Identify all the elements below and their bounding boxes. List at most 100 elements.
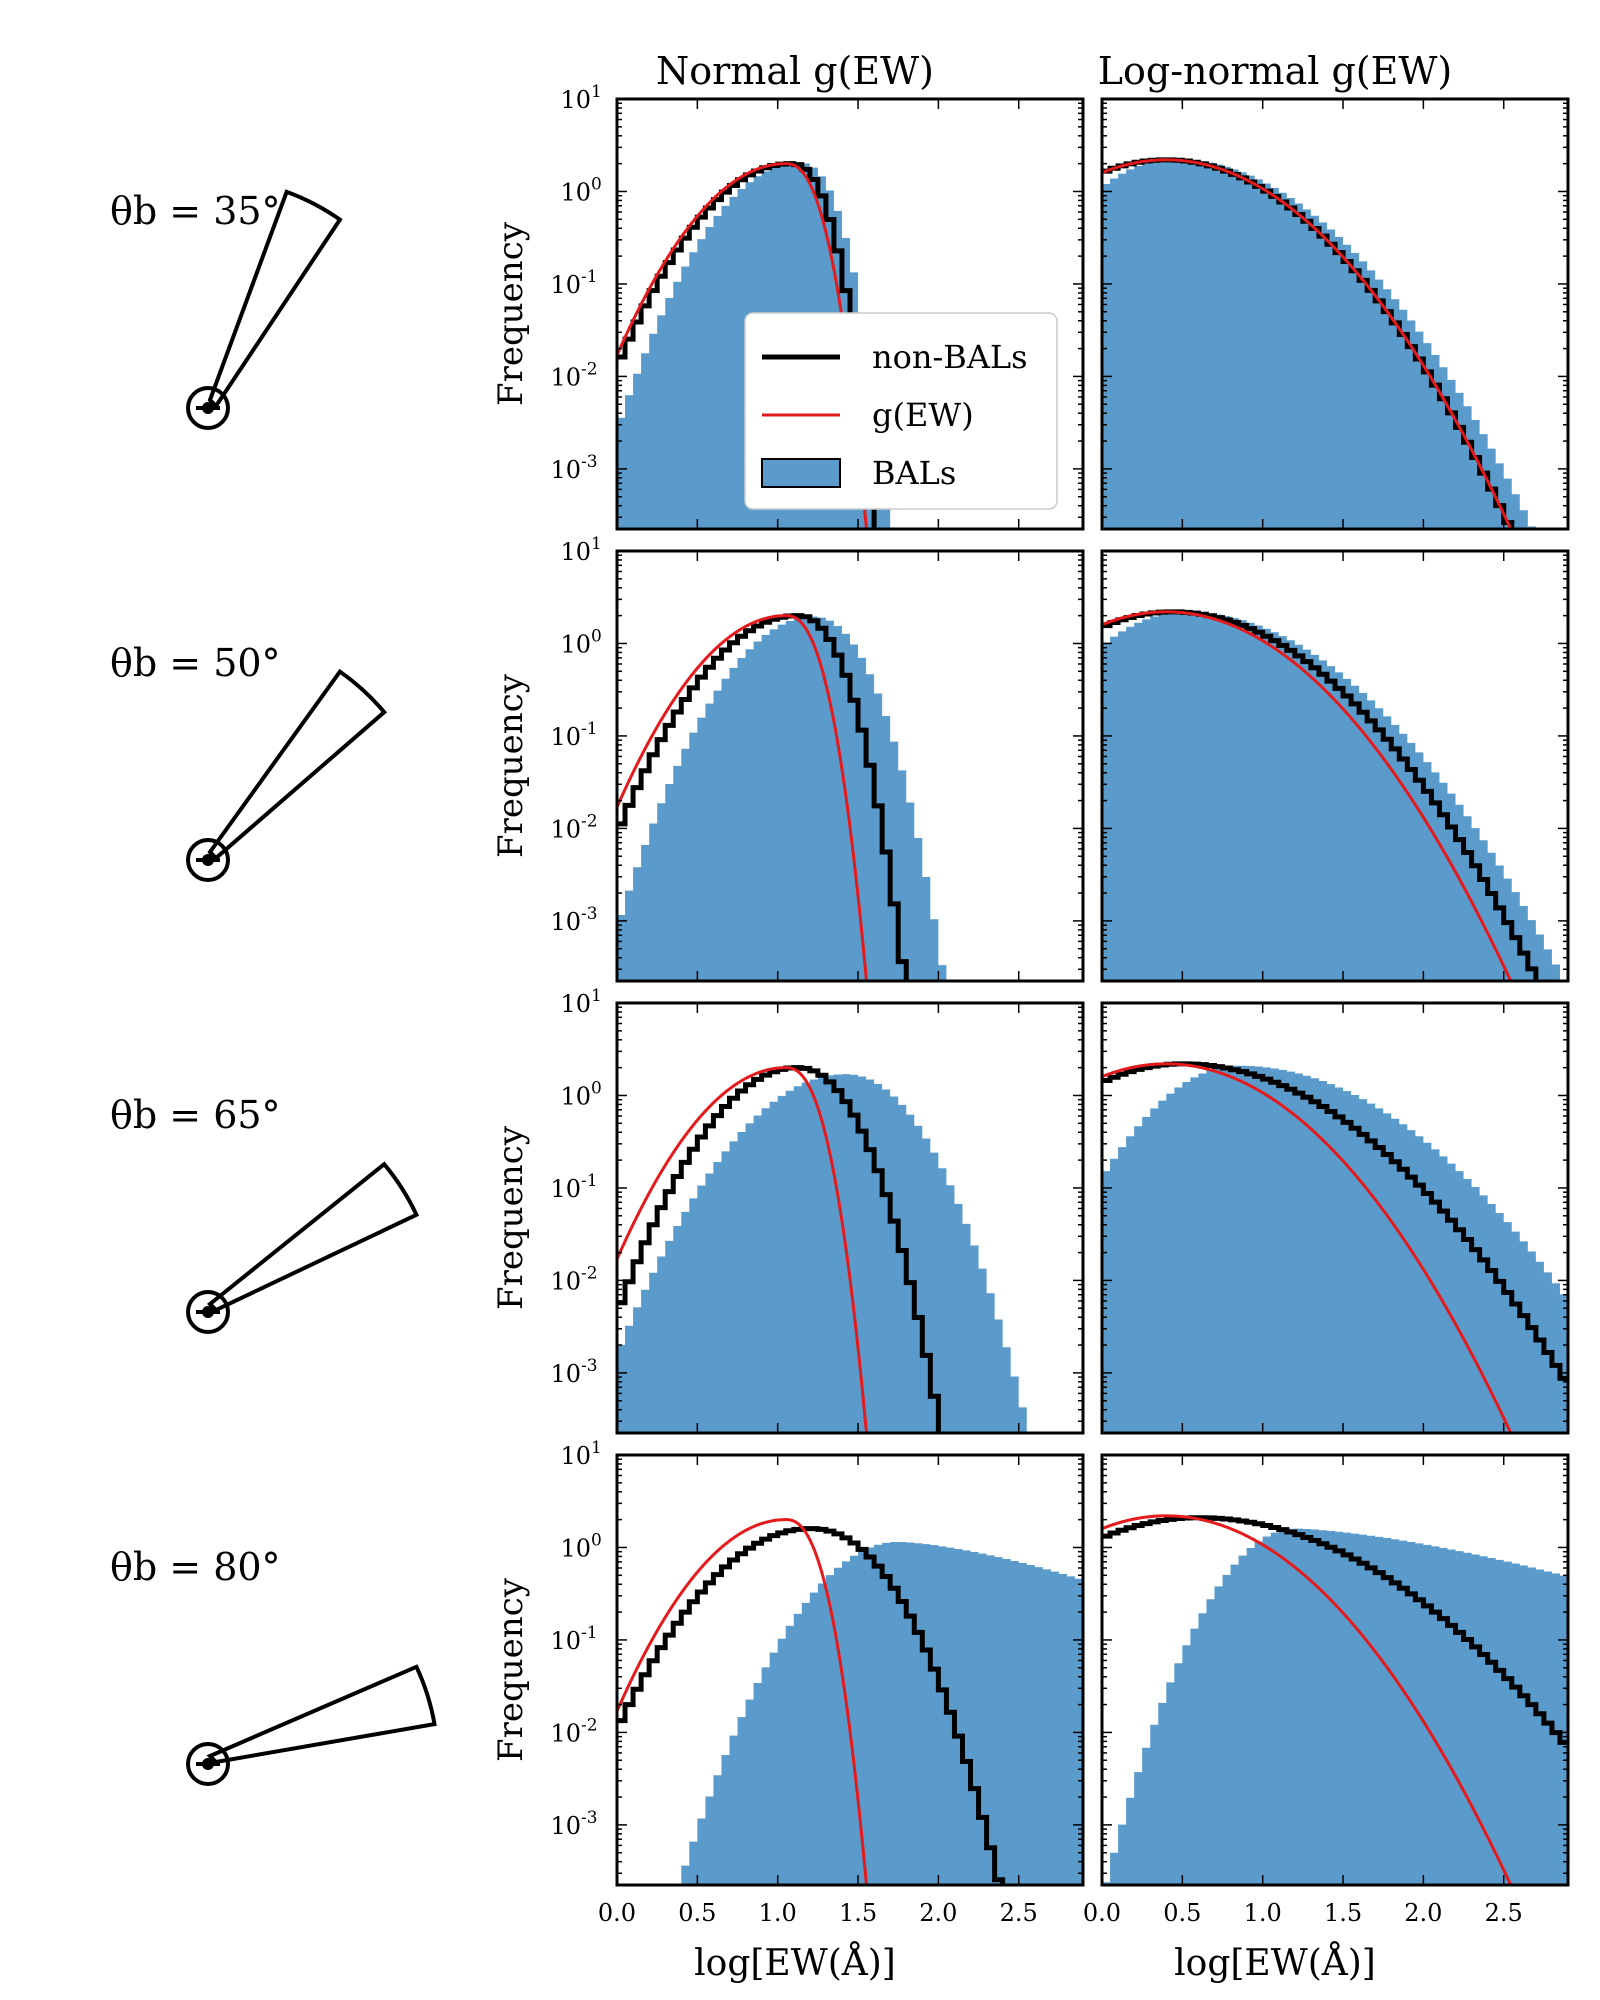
row-label-35: θb = 35°	[110, 189, 281, 233]
x-tick-label: 2.0	[919, 1899, 957, 1927]
bals-histogram	[681, 1541, 1083, 1885]
y-tick-exponent: -1	[581, 1623, 598, 1643]
y-tick-label: 10	[550, 908, 581, 936]
legend-label-bals: BALs	[872, 454, 956, 492]
y-tick-exponent: 1	[591, 82, 602, 102]
y-tick-base: 10	[550, 1812, 581, 1840]
panel-frame	[1100, 97, 1570, 531]
y-axis-label: Frequency	[491, 1577, 531, 1762]
y-tick-label: 10	[550, 271, 581, 299]
y-tick-label: 10	[560, 1442, 591, 1470]
y-tick-exponent: -3	[581, 1808, 598, 1828]
y-tick-base: 10	[550, 456, 581, 484]
panel-frame	[1100, 549, 1570, 983]
y-tick-base: 10	[560, 1442, 591, 1470]
x-axis-label-right: log[EW(Å)]	[1174, 1942, 1376, 1984]
x-tick-label: 1.5	[1324, 1899, 1362, 1927]
panel-plot-area	[1102, 157, 1536, 529]
g-ew-curve	[1102, 610, 1513, 981]
bals-histogram	[1102, 611, 1568, 981]
non-bals-histogram	[617, 613, 909, 981]
y-tick-exponent: 0	[591, 1530, 602, 1550]
observer-dot	[202, 402, 214, 414]
y-tick-label: 10	[550, 456, 581, 484]
y-tick-label: 10	[550, 363, 581, 391]
column-title-lognormal: Log-normal g(EW)	[1098, 49, 1453, 93]
y-tick-label: 10	[550, 1360, 581, 1388]
y-tick-label: 10	[560, 178, 591, 206]
outflow-wedge	[206, 1664, 437, 1765]
panel-plot-area	[617, 613, 947, 981]
panel-frame	[615, 1453, 1085, 1887]
y-tick-label: 10	[560, 990, 591, 1018]
g-ew-curve	[617, 1518, 868, 1885]
y-tick-exponent: -3	[581, 452, 598, 472]
panel-plot-area	[617, 1065, 1027, 1433]
x-tick-label: 2.0	[1404, 1899, 1442, 1927]
g-ew-curve	[617, 162, 868, 529]
y-tick-label: 10	[550, 1627, 581, 1655]
x-tick-label: 0.0	[598, 1899, 636, 1927]
y-tick-base: 10	[550, 363, 581, 391]
legend-label-non-bals: non-BALs	[872, 338, 1028, 376]
row-label-65: θb = 65°	[110, 1093, 281, 1137]
y-tick-exponent: -2	[581, 359, 598, 379]
panel-theta50-lognormal	[1100, 549, 1570, 983]
outflow-wedge	[207, 1161, 420, 1313]
panel-theta65-lognormal	[1100, 1001, 1570, 1435]
y-tick-label: 10	[560, 1082, 591, 1110]
panel-plot-area	[617, 1518, 1083, 1885]
non-bals-histogram	[617, 1526, 1006, 1885]
panel-theta35-lognormal	[1100, 97, 1570, 531]
y-tick-exponent: -1	[581, 1171, 598, 1191]
x-tick-label: 0.5	[1163, 1899, 1201, 1927]
y-tick-base: 10	[550, 1175, 581, 1203]
y-tick-exponent: 1	[591, 534, 602, 554]
g-ew-curve	[1102, 158, 1513, 529]
g-ew-curve	[617, 614, 868, 981]
y-tick-label: 10	[550, 815, 581, 843]
panel-plot-area	[1102, 609, 1568, 981]
y-tick-exponent: 0	[591, 174, 602, 194]
legend-swatch-bals	[761, 458, 841, 488]
y-tick-exponent: 0	[591, 1078, 602, 1098]
y-tick-label: 10	[550, 723, 581, 751]
panel-frame	[615, 1001, 1085, 1435]
y-tick-exponent: 1	[591, 986, 602, 1006]
y-tick-base: 10	[560, 1082, 591, 1110]
bals-histogram	[1102, 1065, 1568, 1433]
y-tick-base: 10	[550, 1627, 581, 1655]
x-tick-label: 2.5	[1000, 1899, 1038, 1927]
y-tick-exponent: 1	[591, 1438, 602, 1458]
y-tick-label: 10	[550, 1812, 581, 1840]
legend-label-g-ew: g(EW)	[872, 396, 974, 434]
y-axis-label: Frequency	[491, 1125, 531, 1310]
y-tick-label: 10	[560, 1534, 591, 1562]
panel-plot-area	[1102, 1061, 1568, 1433]
g-ew-curve	[617, 1066, 868, 1433]
g-ew-curve	[1102, 1514, 1513, 1885]
row-label-80: θb = 80°	[110, 1545, 281, 1589]
wedge-diagrams	[186, 189, 437, 1786]
y-tick-exponent: -2	[581, 1715, 598, 1735]
g-ew-curve	[1102, 1062, 1513, 1433]
y-tick-label: 10	[550, 1175, 581, 1203]
y-tick-base: 10	[550, 723, 581, 751]
y-tick-base: 10	[550, 908, 581, 936]
observer-dot	[202, 1758, 214, 1770]
y-tick-exponent: -2	[581, 1263, 598, 1283]
y-tick-exponent: -2	[581, 811, 598, 831]
observer-dot	[202, 1306, 214, 1318]
x-tick-label: 1.0	[1244, 1899, 1282, 1927]
y-tick-exponent: -1	[581, 719, 598, 739]
y-tick-label: 10	[560, 630, 591, 658]
wedge-diagram-50	[186, 668, 387, 882]
bals-histogram	[617, 616, 947, 981]
y-tick-exponent: -3	[581, 904, 598, 924]
y-axis-label: Frequency	[491, 673, 531, 858]
wedge-diagram-80	[186, 1664, 437, 1786]
wedge-diagram-35	[186, 189, 343, 430]
